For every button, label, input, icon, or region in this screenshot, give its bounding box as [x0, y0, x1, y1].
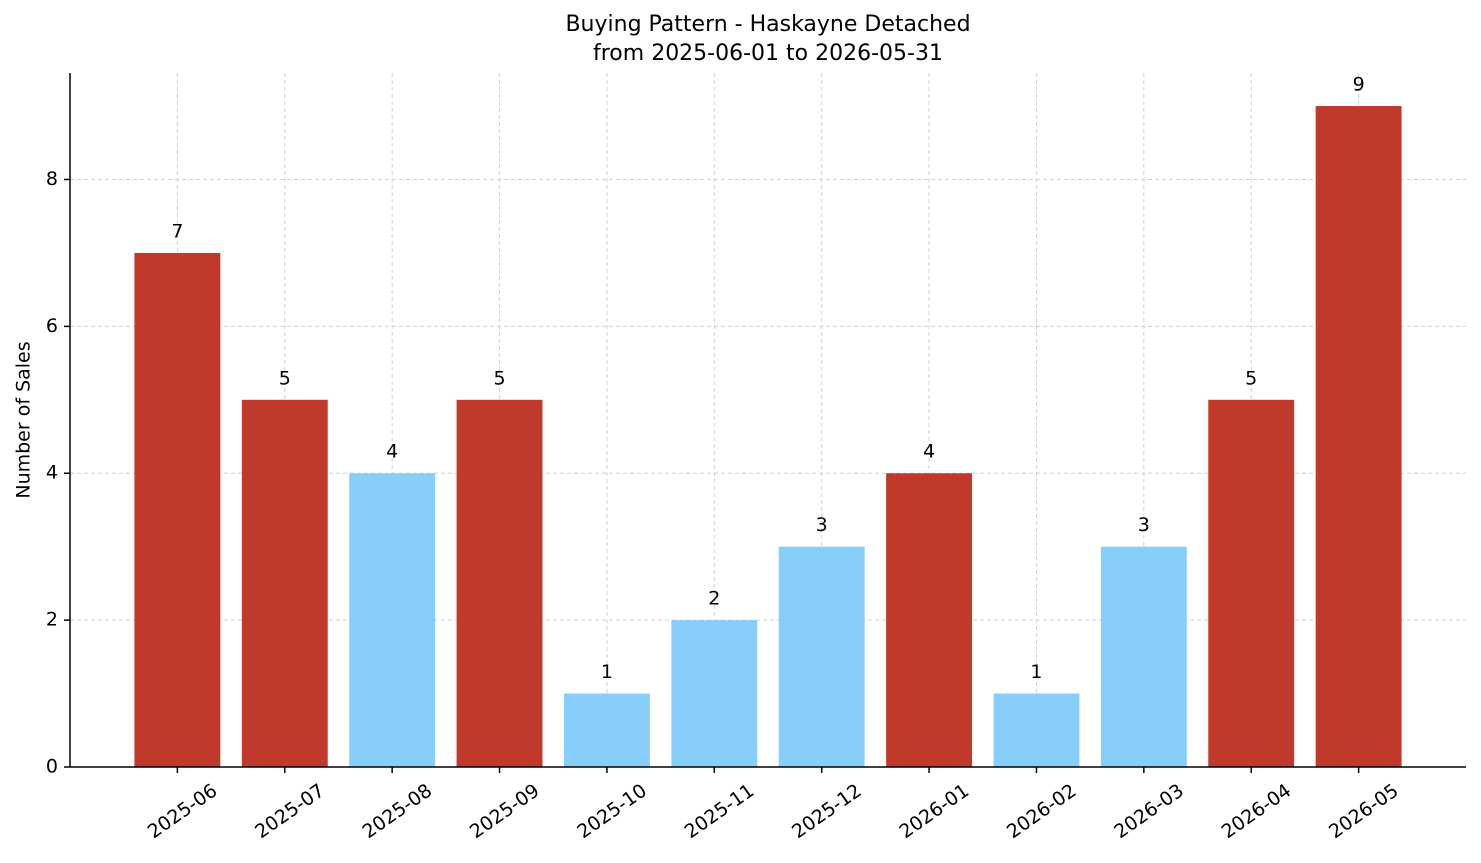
y-tick-label: 4 — [46, 462, 58, 484]
chart-subtitle: from 2025-06-01 to 2026-05-31 — [593, 41, 943, 66]
x-tick-label: 2025-10 — [573, 780, 651, 844]
data-label: 1 — [1030, 661, 1042, 683]
y-tick-label: 2 — [46, 609, 58, 631]
data-label: 4 — [386, 441, 398, 463]
data-label: 2 — [708, 588, 720, 610]
data-label: 9 — [1353, 74, 1365, 96]
x-tick-label: 2025-11 — [681, 780, 759, 844]
bar — [993, 693, 1080, 767]
bar — [563, 693, 650, 767]
y-tick-label: 0 — [46, 756, 58, 778]
data-label: 7 — [171, 220, 183, 242]
data-label: 5 — [1245, 367, 1257, 389]
bar — [886, 473, 973, 767]
x-tick-label: 2026-05 — [1325, 780, 1403, 844]
bar — [349, 473, 436, 767]
data-label: 3 — [1138, 514, 1150, 536]
chart-title: Buying Pattern - Haskayne Detached — [565, 12, 970, 37]
x-tick-label: 2026-01 — [895, 780, 973, 844]
data-label: 3 — [816, 514, 828, 536]
x-tick-label: 2025-12 — [788, 780, 866, 844]
data-label: 4 — [923, 441, 935, 463]
bar — [1208, 399, 1295, 767]
x-tick-label: 2026-02 — [1003, 780, 1081, 844]
bar — [1315, 106, 1402, 768]
x-tick-label: 2025-09 — [466, 780, 544, 844]
bar — [778, 546, 865, 767]
x-tick-label: 2025-08 — [359, 780, 437, 844]
y-tick-label: 8 — [46, 168, 58, 190]
data-label: 5 — [493, 367, 505, 389]
x-tick-label: 2025-06 — [144, 780, 222, 844]
y-tick-label: 6 — [46, 315, 58, 337]
bar — [134, 252, 221, 768]
bar — [456, 399, 543, 767]
data-label: 1 — [601, 661, 613, 683]
y-axis-label: Number of Sales — [13, 341, 35, 498]
x-tick-label: 2026-04 — [1218, 780, 1296, 844]
bar — [671, 620, 758, 767]
data-label: 5 — [279, 367, 291, 389]
x-tick-label: 2025-07 — [251, 780, 329, 844]
bar — [1100, 546, 1187, 767]
x-tick-label: 2026-03 — [1110, 780, 1188, 844]
bar — [241, 399, 328, 767]
